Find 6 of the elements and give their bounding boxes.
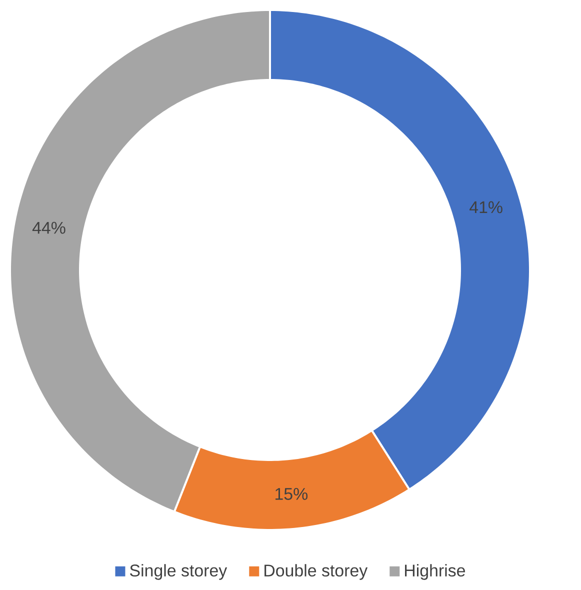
data-label: 41% [470, 201, 502, 214]
data-label: 15% [276, 488, 308, 500]
legend-label: Highrise [405, 564, 465, 580]
legend-label: Double storey [264, 564, 368, 580]
data-label: 44% [32, 222, 66, 234]
legend-label: Single storey [130, 564, 228, 580]
